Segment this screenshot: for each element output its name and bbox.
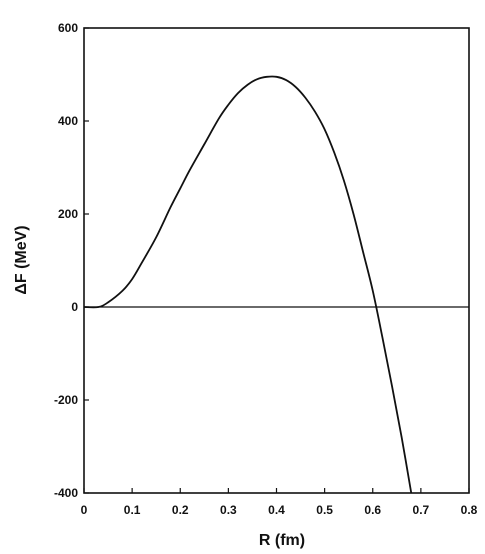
series-line <box>83 75 413 494</box>
x-tick-label: 0.3 <box>220 503 237 517</box>
x-tick-label: 0.6 <box>364 503 381 517</box>
x-tick-label: 0.7 <box>413 503 430 517</box>
x-tick-label: 0.4 <box>268 503 285 517</box>
x-tick-label: 0.8 <box>461 503 478 517</box>
ticks-layer: 0 0.1 0.2 0.3 0.4 0.5 0.6 0.7 0.8 -400 -200 0 200 400… <box>54 21 478 517</box>
y-tick-label: -400 <box>54 486 78 500</box>
x-tick-label: 0.5 <box>316 503 333 517</box>
y-tick-label: 400 <box>58 114 78 128</box>
x-axis-title: R (fm) <box>259 532 305 549</box>
series-layer <box>83 75 413 494</box>
plot-frame <box>83 27 470 494</box>
x-tick-label: 0.2 <box>172 503 189 517</box>
x-tick-label: 0.1 <box>124 503 141 517</box>
y-tick-label: 600 <box>58 21 78 35</box>
y-tick-label: -200 <box>54 393 78 407</box>
y-tick-label: 0 <box>71 300 78 314</box>
y-tick-label: 200 <box>58 207 78 221</box>
x-tick-label: 0 <box>81 503 88 517</box>
y-axis-title: ΔF (MeV) <box>13 225 30 294</box>
